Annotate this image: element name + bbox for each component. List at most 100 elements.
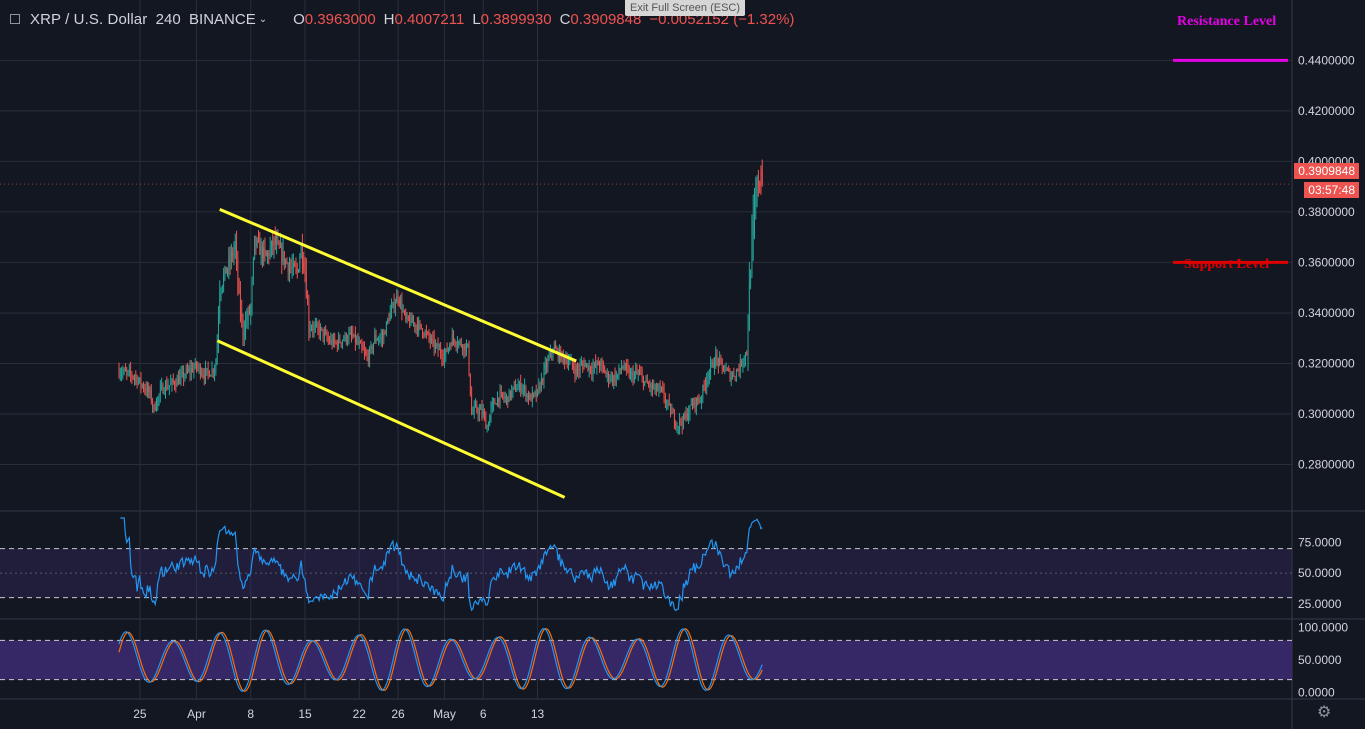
exit-fullscreen-button[interactable]: Exit Full Screen (ESC) <box>625 0 745 16</box>
candle-body <box>661 387 662 389</box>
candle-body <box>619 368 621 371</box>
candle-body <box>365 352 367 355</box>
candle-body <box>277 240 279 243</box>
candle-body <box>724 370 726 372</box>
time-tick-label: May <box>433 707 456 721</box>
candle-body <box>693 398 695 406</box>
candle-body <box>411 317 413 323</box>
candle-body <box>349 332 351 334</box>
candle-body <box>621 368 622 371</box>
candle-body <box>385 322 387 335</box>
candle-body <box>485 416 487 430</box>
candle-body <box>433 338 435 348</box>
candle-body <box>118 371 120 377</box>
candle-body <box>646 379 648 384</box>
candle-body <box>729 370 731 380</box>
time-tick-label: 26 <box>391 707 405 721</box>
candle-body <box>389 311 391 321</box>
candle-body <box>640 373 642 375</box>
candle-body <box>478 410 480 415</box>
exchange-label[interactable]: BINANCE <box>189 10 256 28</box>
candle-body <box>187 369 188 371</box>
candle-body <box>409 319 411 325</box>
candle-body <box>156 406 157 410</box>
expand-icon[interactable] <box>10 14 20 24</box>
rsi-tick-label: 50.0000 <box>1298 566 1342 580</box>
candle-body <box>741 360 742 366</box>
time-tick-label: 25 <box>133 707 147 721</box>
candle-body <box>706 380 708 387</box>
candle-body <box>300 245 302 258</box>
candle-body <box>538 385 540 390</box>
candle-body <box>615 375 617 383</box>
chevron-down-icon[interactable]: ⌄ <box>258 13 268 25</box>
candle-body <box>242 316 244 336</box>
candle-body <box>711 362 713 365</box>
candle-body <box>544 364 546 369</box>
gear-icon[interactable]: ⚙ <box>1317 704 1332 721</box>
candle-body <box>167 386 169 389</box>
candle-body <box>529 395 531 400</box>
candle-body <box>732 373 733 378</box>
candle-body <box>205 368 206 378</box>
candle-body <box>221 285 223 291</box>
candle-body <box>507 396 509 403</box>
candle-body <box>416 325 418 331</box>
candle-body <box>467 343 469 346</box>
candle-body <box>674 412 675 424</box>
candle-body <box>380 336 382 339</box>
candle-body <box>391 306 392 312</box>
candle-body <box>566 360 568 365</box>
candle-body <box>121 373 122 375</box>
candle-body <box>426 331 427 333</box>
candle-body <box>152 401 153 406</box>
candle-body <box>148 387 150 393</box>
candle-body <box>356 340 358 343</box>
candle-body <box>564 356 566 362</box>
candle-body <box>125 369 126 372</box>
candle-body <box>234 242 236 250</box>
candle-body <box>645 379 647 382</box>
candle-body <box>494 401 496 404</box>
candle-body <box>582 363 584 365</box>
candle-body <box>504 397 506 399</box>
candle-body <box>550 351 551 357</box>
candle-body <box>586 363 587 365</box>
candle-body <box>692 404 693 406</box>
candle-body <box>227 268 228 274</box>
channel-upper-line <box>219 207 577 363</box>
candle-body <box>454 339 456 344</box>
candle-body <box>376 340 378 342</box>
candle-body <box>233 249 235 256</box>
candle-body <box>606 373 608 375</box>
open-value: 0.3963000 <box>304 10 376 28</box>
candle-body <box>627 367 629 370</box>
candle-body <box>431 338 432 341</box>
candle-body <box>548 356 550 360</box>
candle-body <box>250 306 252 313</box>
candle-body <box>655 384 657 391</box>
candle-body <box>679 419 680 426</box>
candle-body <box>357 340 359 344</box>
candle-body <box>423 333 425 336</box>
candle-body <box>276 240 277 245</box>
time-tick-label: 15 <box>298 707 312 721</box>
interval-label[interactable]: 240 <box>155 10 181 28</box>
candle-body <box>207 368 209 372</box>
symbol-name[interactable]: XRP / U.S. Dollar <box>30 10 148 28</box>
candle-body <box>712 362 714 368</box>
candle-body <box>761 170 763 185</box>
candle-body <box>644 381 646 386</box>
candle-body <box>139 377 141 381</box>
candle-body <box>299 257 301 270</box>
candle-body <box>760 185 762 192</box>
candle-body <box>466 345 467 351</box>
price-tick-label: 0.4400000 <box>1298 53 1355 67</box>
candle-body <box>364 350 365 353</box>
candle-body <box>569 360 571 363</box>
close-value: 0.3909848 <box>570 10 642 28</box>
candle-body <box>196 362 197 367</box>
candle-body <box>283 251 285 264</box>
candle-body <box>405 312 407 319</box>
